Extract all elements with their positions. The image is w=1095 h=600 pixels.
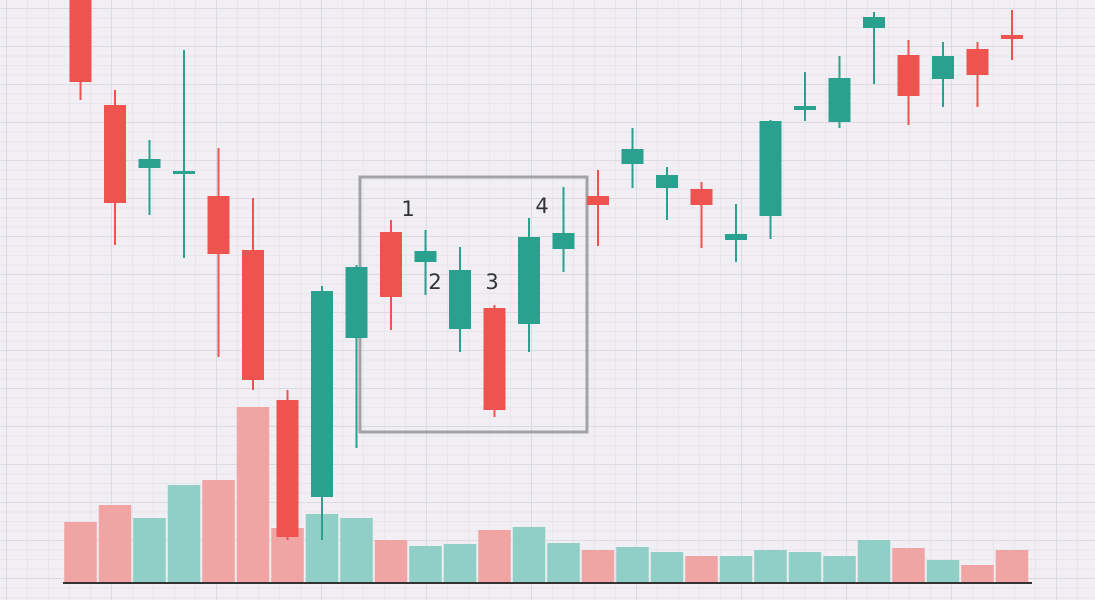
volume-bar: [202, 480, 235, 582]
candle-body: [69, 0, 92, 82]
candle-body: [242, 250, 264, 380]
volume-bar: [788, 552, 822, 582]
candle-body: [311, 291, 333, 497]
volume-bar: [478, 530, 511, 582]
volume-bar: [236, 407, 270, 582]
volume-bar: [581, 550, 615, 582]
volume-bar: [650, 552, 684, 582]
volume-bar: [685, 556, 718, 582]
candle-body: [690, 189, 713, 205]
volume-bar: [340, 518, 373, 582]
candle-body: [552, 233, 575, 249]
volume-bar: [857, 540, 891, 582]
candle-body: [621, 149, 644, 164]
volume-bar: [926, 560, 960, 582]
annotation-label: 3: [485, 270, 498, 294]
candle-body: [138, 159, 161, 168]
candle-body: [345, 267, 368, 338]
volume-bar: [374, 540, 408, 582]
candle-body: [380, 232, 402, 297]
volume-bar: [892, 548, 925, 582]
candle-body: [173, 171, 195, 174]
volume-bar: [547, 543, 580, 582]
volume-bar: [98, 505, 132, 582]
highlight-box: [358, 175, 589, 434]
candle-body: [449, 270, 471, 329]
candle-body: [104, 105, 126, 203]
volume-bar: [133, 518, 166, 582]
candle-body: [725, 234, 747, 240]
annotation-label: 2: [428, 270, 441, 294]
volume-bar: [754, 550, 787, 582]
volume-bar: [961, 565, 994, 582]
candle-body: [897, 55, 920, 96]
volume-bar: [616, 547, 649, 582]
candle-body: [863, 17, 885, 28]
annotation-label: 1: [401, 197, 414, 221]
candle-body: [587, 196, 609, 205]
volume-bar: [719, 556, 753, 582]
volume-bar: [64, 522, 97, 582]
volume-bar: [995, 550, 1029, 582]
volume-bar: [167, 485, 201, 582]
candle-body: [828, 78, 851, 122]
candle-body: [656, 175, 678, 188]
volume-bar: [823, 556, 856, 582]
candle-body: [518, 237, 540, 324]
candle-body: [207, 196, 230, 254]
candle-body: [276, 400, 299, 537]
candle-body: [794, 106, 816, 110]
candle-body: [759, 121, 782, 216]
candle-body: [1001, 35, 1023, 39]
volume-bar: [512, 527, 546, 582]
candle-body: [966, 49, 989, 75]
annotation-label: 4: [535, 194, 548, 218]
volume-bar: [409, 546, 442, 582]
candle-body: [414, 251, 437, 262]
volume-bar: [443, 544, 477, 582]
candle-body: [932, 56, 954, 79]
candle-body: [483, 308, 506, 410]
